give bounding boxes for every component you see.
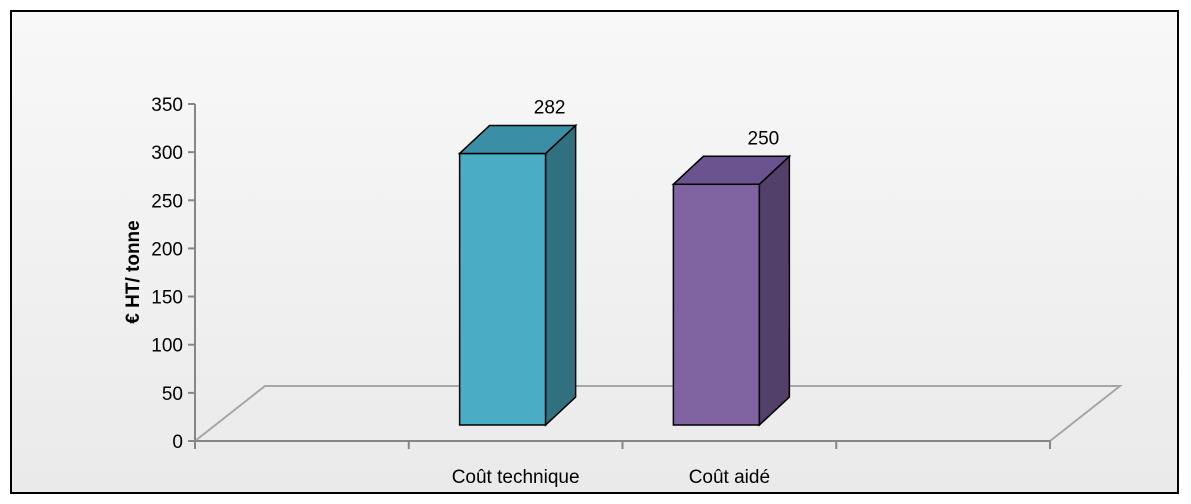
y-tick-label: 350 — [151, 95, 183, 116]
y-tick-label: 250 — [151, 191, 183, 212]
bar-top — [671, 155, 792, 186]
y-tick-label: 300 — [151, 143, 183, 164]
bar-side — [758, 154, 791, 427]
chart-floor — [192, 385, 1123, 442]
bar-side — [544, 123, 577, 427]
bar-front — [458, 152, 547, 426]
bar-front — [672, 183, 761, 426]
y-tick-label: 150 — [151, 288, 183, 309]
y-tick-label: 200 — [151, 239, 183, 260]
chart-frame — [10, 10, 1179, 494]
category-label: Coût aidé — [689, 467, 770, 488]
y-axis-title: € HT/ tonne — [123, 220, 144, 323]
category-label: Coût technique — [452, 467, 580, 488]
data-label: 282 — [534, 97, 566, 118]
data-label: 250 — [748, 128, 780, 149]
y-tick-label: 50 — [162, 384, 183, 405]
y-tick-label: 0 — [172, 432, 183, 453]
bar-top — [457, 124, 578, 155]
y-tick-label: 100 — [151, 336, 183, 357]
